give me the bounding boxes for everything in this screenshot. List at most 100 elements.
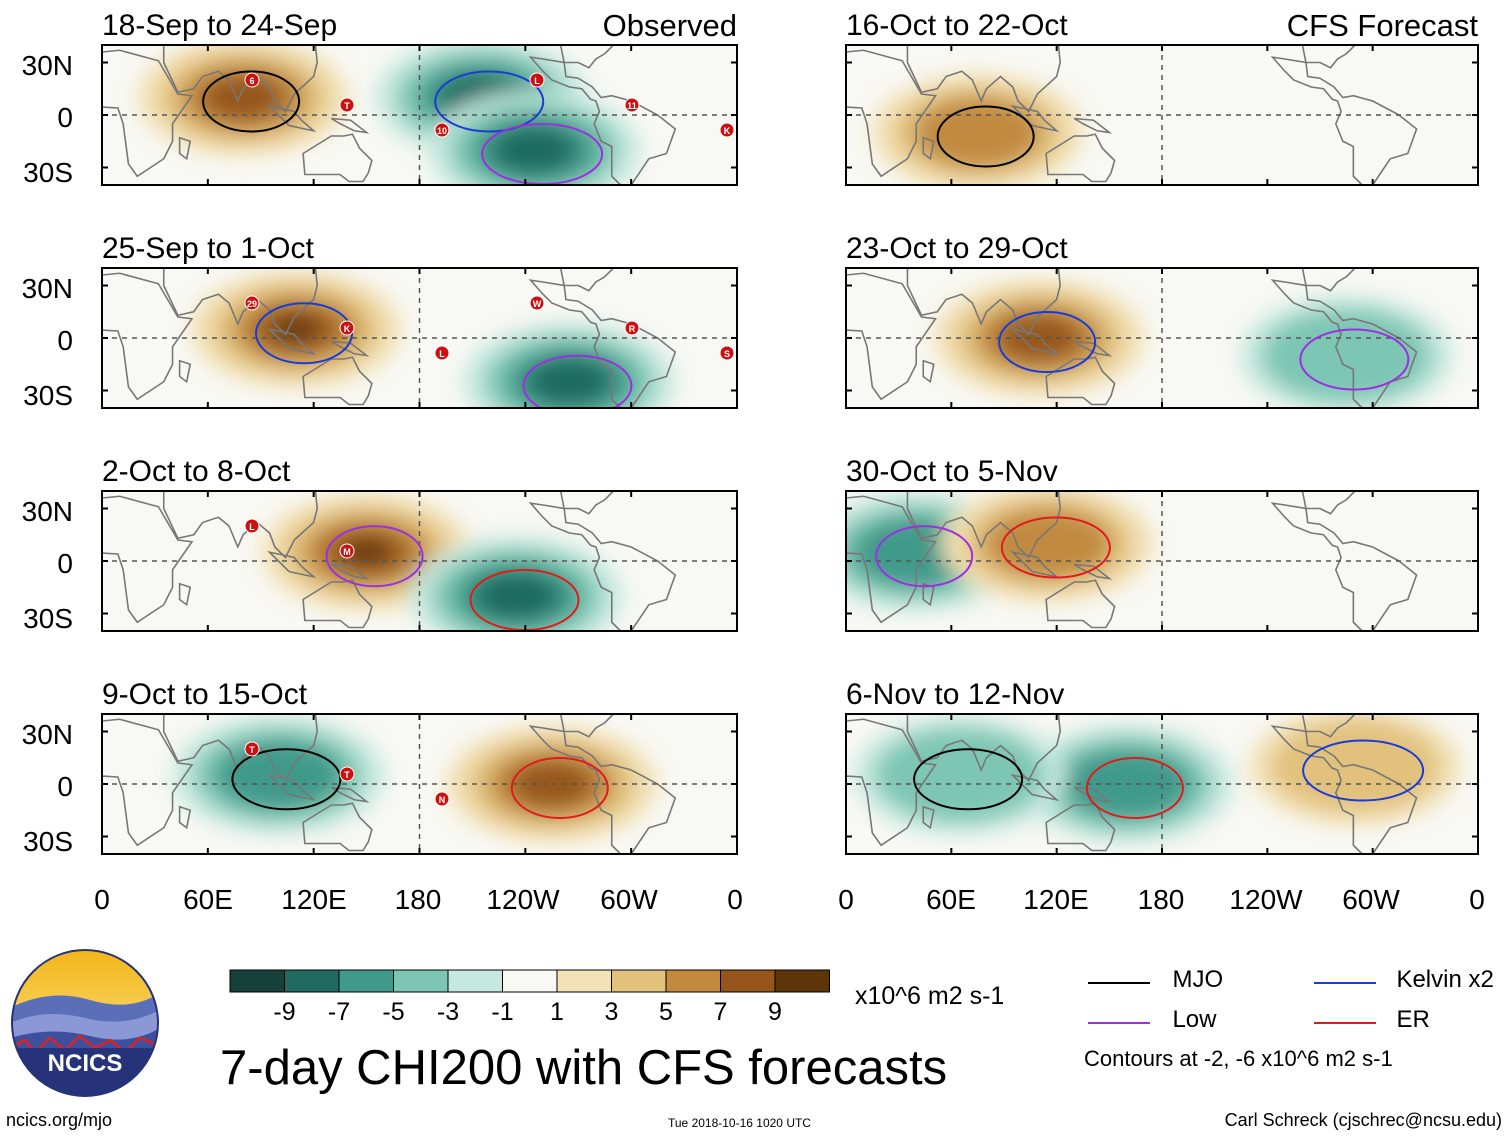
lat-tick-30n: 30N (22, 273, 73, 304)
lat-tick-30n: 30N (22, 719, 73, 750)
coastline (1073, 340, 1113, 357)
coastline (162, 268, 319, 336)
coastline (559, 714, 615, 738)
panel-title: 23-Oct to 29-Oct (846, 232, 1068, 265)
coastline (906, 268, 1061, 336)
lon-tick: 60E (183, 884, 233, 915)
colorbar-swatch (611, 969, 667, 993)
coastline (267, 773, 317, 802)
legend-item-mjo: MJO (1088, 966, 1223, 994)
legend-label: ER (1396, 1006, 1430, 1033)
wave-contour (1302, 739, 1425, 802)
storm-marker: L (434, 345, 450, 361)
wave-contour (998, 311, 1097, 373)
anomaly-shade (527, 358, 612, 405)
colorbar-tick-label: -5 (382, 998, 404, 1026)
coastline (906, 45, 1061, 113)
storm-marker: L (244, 518, 260, 534)
svg-text:N: N (439, 795, 446, 805)
lat-tick-30n: 30N (22, 496, 73, 527)
coastline (1010, 550, 1060, 579)
coastline (1301, 45, 1357, 69)
lon-tick: 0 (727, 884, 743, 915)
lat-axis: 30N 0 30S 30N 0 30S 30N 0 30S 30N 0 30S (22, 50, 73, 857)
ncics-logo: NCICS (11, 949, 159, 1097)
coastline (906, 714, 1061, 782)
svg-text:K: K (344, 324, 351, 334)
figure-title: 7-day CHI200 with CFS forecasts (220, 1041, 948, 1095)
lon-tick: 0 (94, 884, 110, 915)
storm-marker: 29 (244, 295, 260, 311)
wave-contour (510, 757, 609, 819)
coastline (1010, 327, 1060, 356)
storm-marker: W (529, 295, 545, 311)
wave-contour (325, 525, 424, 588)
map-panel: 6-Nov to 12-Nov (845, 678, 1479, 855)
author-credit: Carl Schreck (cjschrec@ncsu.edu) (1224, 1110, 1502, 1130)
lon-axis-left: 0 60E 120E 180 120W 60W 0 (94, 884, 743, 915)
coastline (1045, 802, 1116, 852)
panel-title: 18-Sep to 24-Sep (102, 9, 337, 42)
coastline (1270, 279, 1418, 408)
coastline (267, 550, 317, 579)
coastline (330, 786, 370, 803)
storm-marker: S (719, 345, 735, 361)
lon-tick: 120E (1023, 884, 1088, 915)
storm-marker: N (434, 791, 450, 807)
colorbar-swatch (393, 969, 449, 993)
kelvin-line-swatch (1314, 981, 1376, 984)
lat-tick-30s: 30S (23, 826, 73, 857)
coastline (178, 359, 192, 384)
coastline (1301, 491, 1357, 515)
coastline (1270, 56, 1418, 185)
coastline (330, 340, 370, 357)
coastline (162, 714, 319, 782)
lat-tick-30s: 30S (23, 157, 73, 188)
coastline (528, 56, 677, 185)
lon-tick: 0 (1469, 884, 1485, 915)
svg-text:M: M (343, 547, 351, 557)
panel-title: 6-Nov to 12-Nov (846, 678, 1064, 711)
coastline (302, 133, 373, 183)
panel-title: 30-Oct to 5-Nov (846, 455, 1058, 488)
er-line-swatch (1314, 1021, 1376, 1024)
storm-marker: T (244, 741, 260, 757)
lon-tick: 120W (1229, 884, 1303, 915)
source-link[interactable]: ncics.org/mjo (6, 1110, 113, 1130)
coastline (178, 805, 192, 830)
colorbar-swatch (284, 969, 340, 993)
wave-contour (522, 354, 633, 408)
svg-text:S: S (724, 349, 730, 359)
lat-tick-30s: 30S (23, 380, 73, 411)
svg-text:L: L (534, 76, 540, 86)
svg-text:10: 10 (437, 126, 447, 136)
storm-marker: L (529, 72, 545, 88)
storm-marker: K (339, 320, 355, 336)
storm-marker: 11 (624, 97, 640, 113)
coastline (178, 136, 192, 161)
svg-text:L: L (439, 349, 445, 359)
lat-tick-30n: 30N (22, 50, 73, 81)
map-panel: 25-Sep to 1-Oct 29 K L W R S (101, 232, 738, 409)
lon-tick: 60W (1342, 884, 1400, 915)
coastline (1045, 356, 1116, 406)
colorbar: -9 -7 -5 -3 -1 1 3 5 7 9 (229, 969, 830, 1026)
colorbar-tick-label: -7 (328, 998, 350, 1026)
coastline (559, 491, 615, 515)
coastline (162, 491, 319, 559)
coastline (922, 136, 935, 161)
anomaly-shade (214, 740, 342, 811)
wave-contour (936, 105, 1035, 168)
storm-marker: M (339, 543, 355, 559)
map-panel: 9-Oct to 15-Oct T T N (101, 678, 738, 855)
anomaly-shade (474, 572, 559, 620)
svg-text:W: W (533, 299, 542, 309)
coastline (1073, 786, 1113, 803)
coastline (178, 582, 192, 607)
colorbar-tick-label: 9 (768, 998, 782, 1026)
lon-tick: 0 (838, 884, 854, 915)
legend-item-er: ER (1314, 1006, 1430, 1034)
storm-marker: 10 (434, 122, 450, 138)
colorbar-swatch (338, 969, 394, 993)
